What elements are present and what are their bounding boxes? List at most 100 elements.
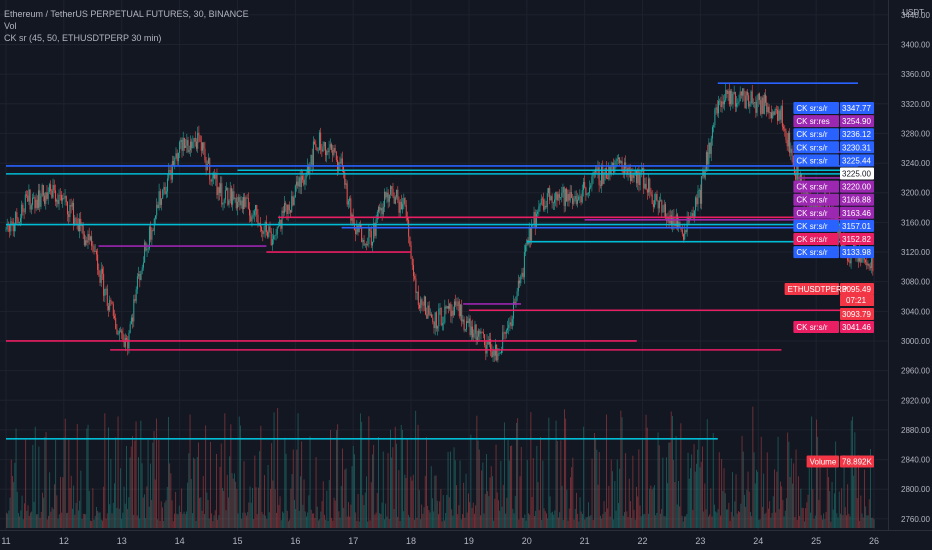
volume-bar [828,477,829,528]
volume-bar [498,500,499,528]
volume-bar [693,444,695,528]
candle-body [591,176,593,186]
price-label-value-bg [840,193,874,206]
volume-bar [231,473,233,528]
candle-body [218,187,220,193]
volume-bar [193,457,195,528]
candle-body [329,144,331,148]
volume-bar [273,412,275,528]
candle-body [53,184,55,191]
volume-bar [411,480,413,528]
candle-body [658,200,660,209]
volume-bar [476,415,478,528]
candle-body [217,187,219,196]
candle-body [251,217,253,222]
candle-body [242,197,244,210]
volume-bar [780,481,781,528]
volume-bar [198,442,199,528]
candle-body [391,186,393,190]
volume-bar [603,501,605,528]
volume-bar [351,466,353,528]
candle-body [124,338,126,347]
volume-bar [223,490,225,528]
volume-bar [708,516,709,528]
price-axis[interactable]: 3440.00 3400.00 3360.00 3320.00 3280.00 3240.… [901,11,930,524]
volume-bar [48,515,49,528]
volume-bar [213,515,215,528]
volume-bar [126,445,127,528]
volume-bar [272,480,274,528]
candle-body [463,319,465,331]
volume-bar [447,451,449,528]
candle-body [486,341,488,354]
candle-body [498,353,500,354]
candle-body [809,198,811,213]
candle-body [572,197,574,204]
candle-body [6,224,8,230]
volume-bar [692,510,694,528]
volume-indicator-label[interactable]: Vol [4,21,17,31]
volume-bar [110,458,112,528]
candle-body [726,90,728,94]
volume-bar [153,431,155,528]
ck-sr-indicator-label[interactable]: CK sr (45, 50, ETHUSDTPERP 30 min) [4,33,162,43]
price-tick-label: 3200.00 [901,189,930,198]
volume-bar [558,517,559,528]
volume-bar [788,441,790,528]
volume-bar [698,438,700,528]
volume-bar [159,520,161,528]
volume-bar [162,507,163,528]
volume-bar [210,441,211,528]
time-tick-label: 25 [811,536,821,546]
candle-body [499,352,501,354]
volume-bar [354,454,355,528]
volume-bar [97,510,99,528]
symbol-title[interactable]: Ethereum / TetherUS PERPETUAL FUTURES, 3… [4,9,249,19]
candle-body [323,142,325,147]
volume-bar [457,514,459,528]
volume-bar [859,520,861,528]
volume-bar [423,507,425,528]
candle-body [739,91,741,102]
volume-bar [717,509,719,528]
volume-bar [222,487,223,528]
candle-body [754,102,756,103]
candle-body [779,110,781,120]
volume-bar [163,521,165,528]
candle-body [324,142,326,156]
volume-bar [117,416,119,528]
volume-bar [735,474,737,528]
volume-bar [105,518,107,528]
volume-bar [234,473,235,528]
candle-body [34,197,36,209]
candle-body [757,93,759,100]
volume-bar [776,471,778,528]
volume-bar [658,445,660,528]
volume-bar [480,515,481,528]
volume-bar [802,508,804,528]
candle-body [59,194,61,196]
candle-body [468,318,470,324]
volume-bar [430,466,432,528]
price-label-name-bg [793,102,839,114]
candle-body [54,190,56,202]
price-labels: 3347.77 CK sr:s/r 3254.90 CK sr:res 3236.12 C… [784,102,874,468]
time-tick-label: 21 [580,536,590,546]
candle-body [374,223,376,236]
candle-body [482,332,484,335]
candle-body [619,157,621,164]
volume-bar [787,432,789,528]
volume-bar [429,512,431,528]
volume-bar [81,519,83,528]
volume-bar [418,490,420,528]
volume-bar [397,516,399,528]
candle-body [48,184,50,193]
candle-body [861,257,863,263]
candle-body [339,162,341,164]
candle-body [766,102,768,113]
time-axis[interactable]: 11 12 13 14 15 16 17 18 19 20 21 22 23 24 25 26 [1,536,879,546]
candle-body [662,211,664,213]
currency-label[interactable]: USDT [902,8,924,17]
candle-body [239,197,241,206]
